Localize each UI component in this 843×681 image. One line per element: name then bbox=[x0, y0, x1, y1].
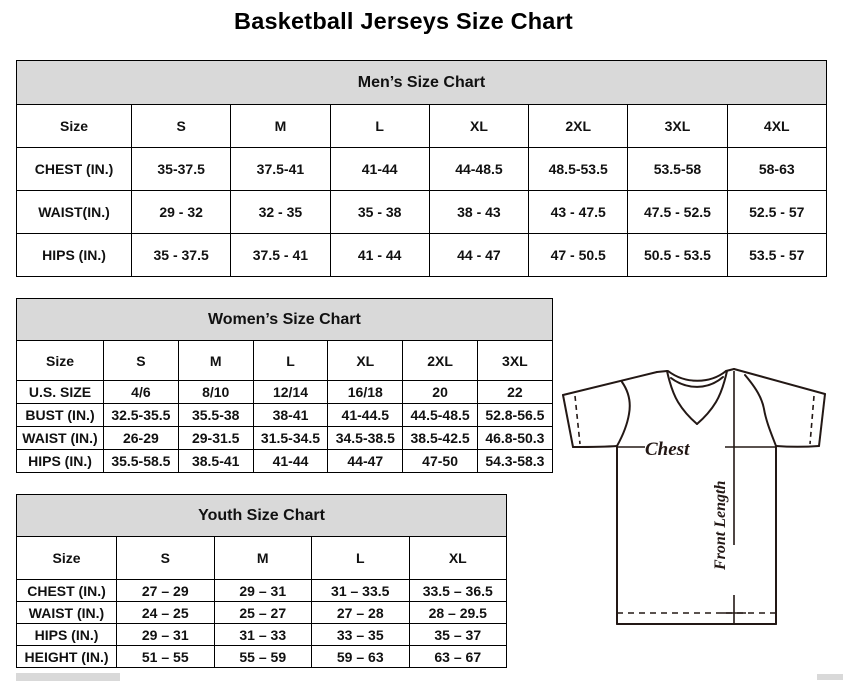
svg-text:Front Length: Front Length bbox=[712, 481, 729, 571]
svg-text:Chest: Chest bbox=[645, 439, 690, 460]
